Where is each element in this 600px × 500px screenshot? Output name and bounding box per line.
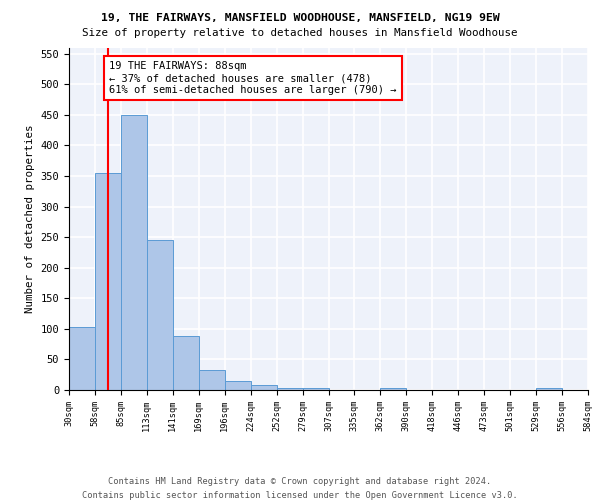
Bar xyxy=(95,173,121,390)
Bar xyxy=(277,388,302,390)
Bar xyxy=(225,381,251,390)
Bar xyxy=(121,115,147,390)
Text: Size of property relative to detached houses in Mansfield Woodhouse: Size of property relative to detached ho… xyxy=(82,28,518,38)
Text: Contains public sector information licensed under the Open Government Licence v3: Contains public sector information licen… xyxy=(82,491,518,500)
Text: 19, THE FAIRWAYS, MANSFIELD WOODHOUSE, MANSFIELD, NG19 9EW: 19, THE FAIRWAYS, MANSFIELD WOODHOUSE, M… xyxy=(101,12,499,22)
Text: Contains HM Land Registry data © Crown copyright and database right 2024.: Contains HM Land Registry data © Crown c… xyxy=(109,478,491,486)
Bar xyxy=(380,388,406,390)
Bar xyxy=(69,327,95,390)
Bar xyxy=(251,385,277,390)
Bar xyxy=(536,388,562,390)
Bar xyxy=(199,370,224,390)
Bar xyxy=(147,240,173,390)
Text: 19 THE FAIRWAYS: 88sqm
← 37% of detached houses are smaller (478)
61% of semi-de: 19 THE FAIRWAYS: 88sqm ← 37% of detached… xyxy=(109,62,397,94)
Bar xyxy=(302,388,329,390)
Y-axis label: Number of detached properties: Number of detached properties xyxy=(25,124,35,313)
Bar xyxy=(173,336,199,390)
